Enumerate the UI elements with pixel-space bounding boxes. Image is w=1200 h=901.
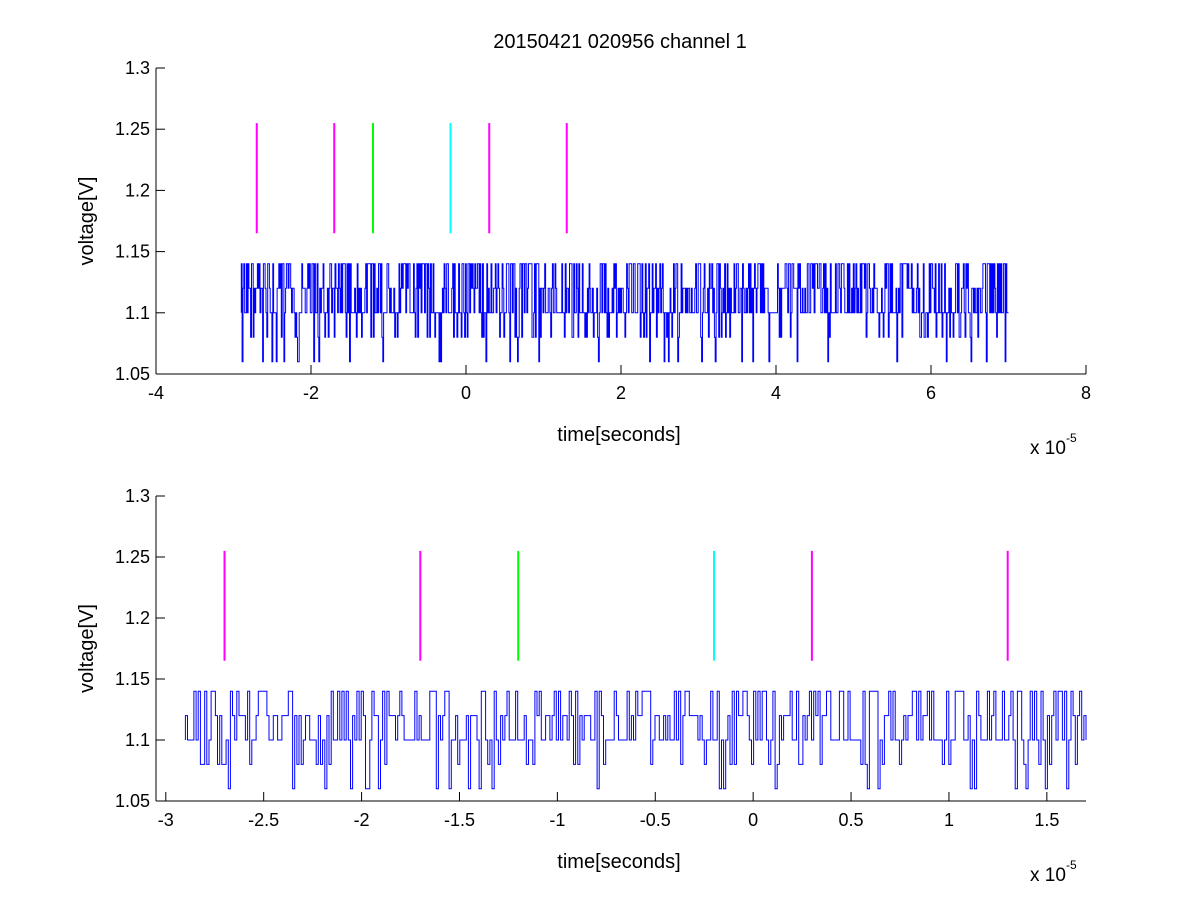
x-exponent-label: x 10: [1030, 865, 1066, 886]
x-tick-label: -0.5: [640, 810, 671, 830]
signal-trace: [240, 263, 1009, 363]
y-axis-label: voltage[V]: [76, 604, 98, 693]
y-axis-label: voltage[V]: [76, 177, 98, 266]
x-tick-label: 0.5: [839, 810, 864, 830]
y-tick-label: 1.05: [115, 364, 150, 384]
x-tick-label: -4: [148, 383, 164, 403]
y-tick-label: 1.3: [125, 486, 150, 506]
y-tick-label: 1.1: [125, 730, 150, 750]
y-tick-label: 1.3: [125, 58, 150, 78]
x-tick-label: 2: [616, 383, 626, 403]
top-axes: 1.05 1.1 1.15 1.2 1.25 1.3 -4 -2 0 2 4 6 8 time[secon…: [76, 58, 1091, 459]
x-axis-label: time[seconds]: [557, 424, 680, 446]
x-tick-label: -1.5: [444, 810, 475, 830]
x-exponent-label: x 10: [1030, 438, 1066, 459]
x-tick-label: 1.5: [1034, 810, 1059, 830]
x-tick-label: 4: [771, 383, 781, 403]
y-tick-label: 1.1: [125, 303, 150, 323]
signal-trace: [184, 690, 1087, 790]
x-tick-label: 0: [748, 810, 758, 830]
y-tick-label: 1.25: [115, 119, 150, 139]
x-tick-label: 8: [1081, 383, 1091, 403]
x-tick-label: -2: [303, 383, 319, 403]
x-tick-label: -3: [158, 810, 174, 830]
y-tick-label: 1.25: [115, 547, 150, 567]
y-tick-label: 1.05: [115, 791, 150, 811]
x-tick-label: 6: [926, 383, 936, 403]
y-tick-label: 1.2: [125, 180, 150, 200]
x-tick-label: 1: [944, 810, 954, 830]
bottom-axes: 1.05 1.1 1.15 1.2 1.25 1.3 -3 -2.5 -2 -1.5 -1 -0.5 0…: [76, 486, 1087, 886]
x-tick-label: -2: [354, 810, 370, 830]
y-tick-label: 1.15: [115, 242, 150, 262]
y-tick-label: 1.2: [125, 608, 150, 628]
x-tick-label: 0: [461, 383, 471, 403]
x-tick-label: -2.5: [248, 810, 279, 830]
x-exponent-power: -5: [1066, 858, 1077, 872]
x-tick-label: -1: [549, 810, 565, 830]
chart-title: 20150421 020956 channel 1: [493, 31, 747, 53]
x-exponent-power: -5: [1066, 431, 1077, 445]
x-axis-label: time[seconds]: [557, 851, 680, 873]
y-tick-label: 1.15: [115, 669, 150, 689]
